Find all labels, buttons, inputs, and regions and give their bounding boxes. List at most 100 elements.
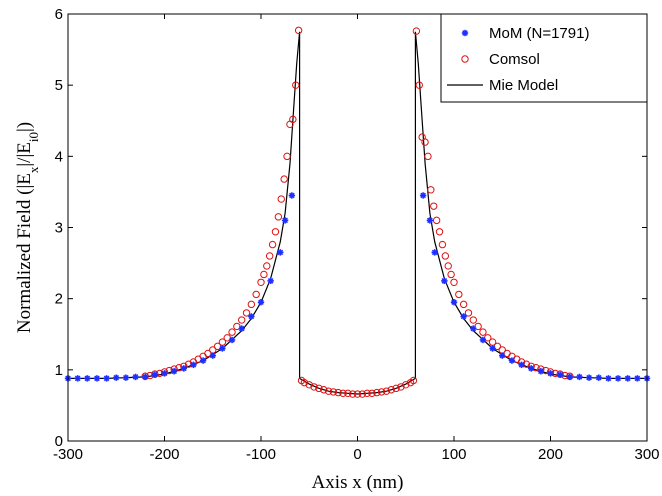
mom-point [209,352,216,359]
legend-box [440,13,648,103]
mom-point [267,277,274,285]
comsol-point [441,252,450,260]
mom-point [489,345,496,352]
mom-point [576,373,583,381]
comsol-point [447,270,455,279]
x-axis-ticks: -300 -200 -100 0 100 200 300 [53,14,660,463]
mom-point [122,374,130,381]
mom-point [460,313,467,320]
y-axis-label-prefix: Normalized Field (|E [14,173,35,333]
comsol-point [438,240,447,249]
mom-series-layer [64,192,651,382]
legend-label: Mie Model [489,77,558,94]
x-tick-label: 300 [634,446,659,463]
y-axis-label: Normalized Field (|Ex|/|Ei0|) [14,122,41,333]
comsol-point [292,81,300,89]
mom-point [585,374,593,381]
mom-point [624,375,631,382]
mom-point [113,374,120,381]
comsol-point [300,378,309,387]
x-axis-label: Axis x (nm) [312,472,404,493]
comsol-point [247,300,256,309]
legend-label: MoM (N=1791) [489,25,589,42]
mom-point [595,374,602,381]
mie-series-layer [68,31,647,395]
comsol-point [294,26,303,35]
comsol-point [289,115,297,124]
mom-point [518,361,525,369]
comsol-point [513,355,521,363]
mom-point [426,217,434,224]
comsol-point [280,175,288,183]
comsol-point [435,228,444,236]
mom-point [614,375,622,382]
legend-label: Comsol [489,51,540,68]
comsol-point [450,278,458,286]
comsol-point [277,195,285,203]
mom-point [190,361,197,369]
mom-point [74,375,81,382]
x-tick-label: 100 [441,446,466,463]
mom-point [508,357,516,364]
comsol-point [260,270,268,279]
comsol-point [421,138,429,146]
comsol-point [334,388,342,397]
comsol-point [348,390,357,398]
mom-point [479,336,487,344]
mom-point [219,345,226,352]
comsol-point [377,388,386,396]
y-axis-label-suffix: |) [14,122,35,132]
comsol-point [488,338,497,346]
comsol-point [283,152,291,161]
comsol-point [387,386,395,394]
comsol-point [415,81,423,89]
comsol-point [373,388,381,397]
comsol-point [427,186,435,194]
y-axis-ticks: 0 1 2 3 4 5 6 [55,6,647,450]
y-tick-label: 3 [55,220,63,237]
comsol-point [424,152,432,161]
y-axis-label-mid: |/|E [14,142,35,167]
mom-point [288,192,296,199]
mom-point [170,368,178,375]
comsol-point [268,240,277,249]
legend: MoM (N=1791) Comsol Mie Model [440,13,648,103]
mom-point [547,370,554,377]
comsol-point [252,290,260,299]
comsol-point [363,389,371,398]
mom-point [199,357,207,364]
comsol-point [392,384,400,393]
mom-point [228,336,236,344]
mom-point [93,375,101,382]
comsol-point [432,216,441,225]
mom-point [634,375,641,382]
mom-point [248,313,255,320]
comsol-point [368,389,376,398]
comsol-point [339,389,347,398]
comsol-point [257,278,265,286]
mom-point [151,371,159,379]
comsol-point [344,389,352,398]
y-tick-label: 2 [55,291,63,308]
x-tick-label: -300 [53,446,83,463]
x-tick-label: -100 [246,446,276,463]
mom-point [441,277,448,285]
comsol-point [469,316,477,324]
comsol-point [464,309,473,317]
mom-point [238,325,245,332]
comsol-point [265,252,274,260]
comsol-point [263,262,271,270]
mom-point [431,249,438,256]
mom-point [277,249,284,256]
comsol-point [320,386,328,394]
comsol-point [358,390,367,398]
legend-comsol-marker [461,55,469,63]
comsol-point [402,381,410,389]
comsol-point [459,300,468,309]
comsol-point [310,383,318,391]
mie-model-line [68,31,647,395]
mom-point [499,352,506,359]
comsol-point [397,383,405,391]
mom-point [132,373,139,381]
